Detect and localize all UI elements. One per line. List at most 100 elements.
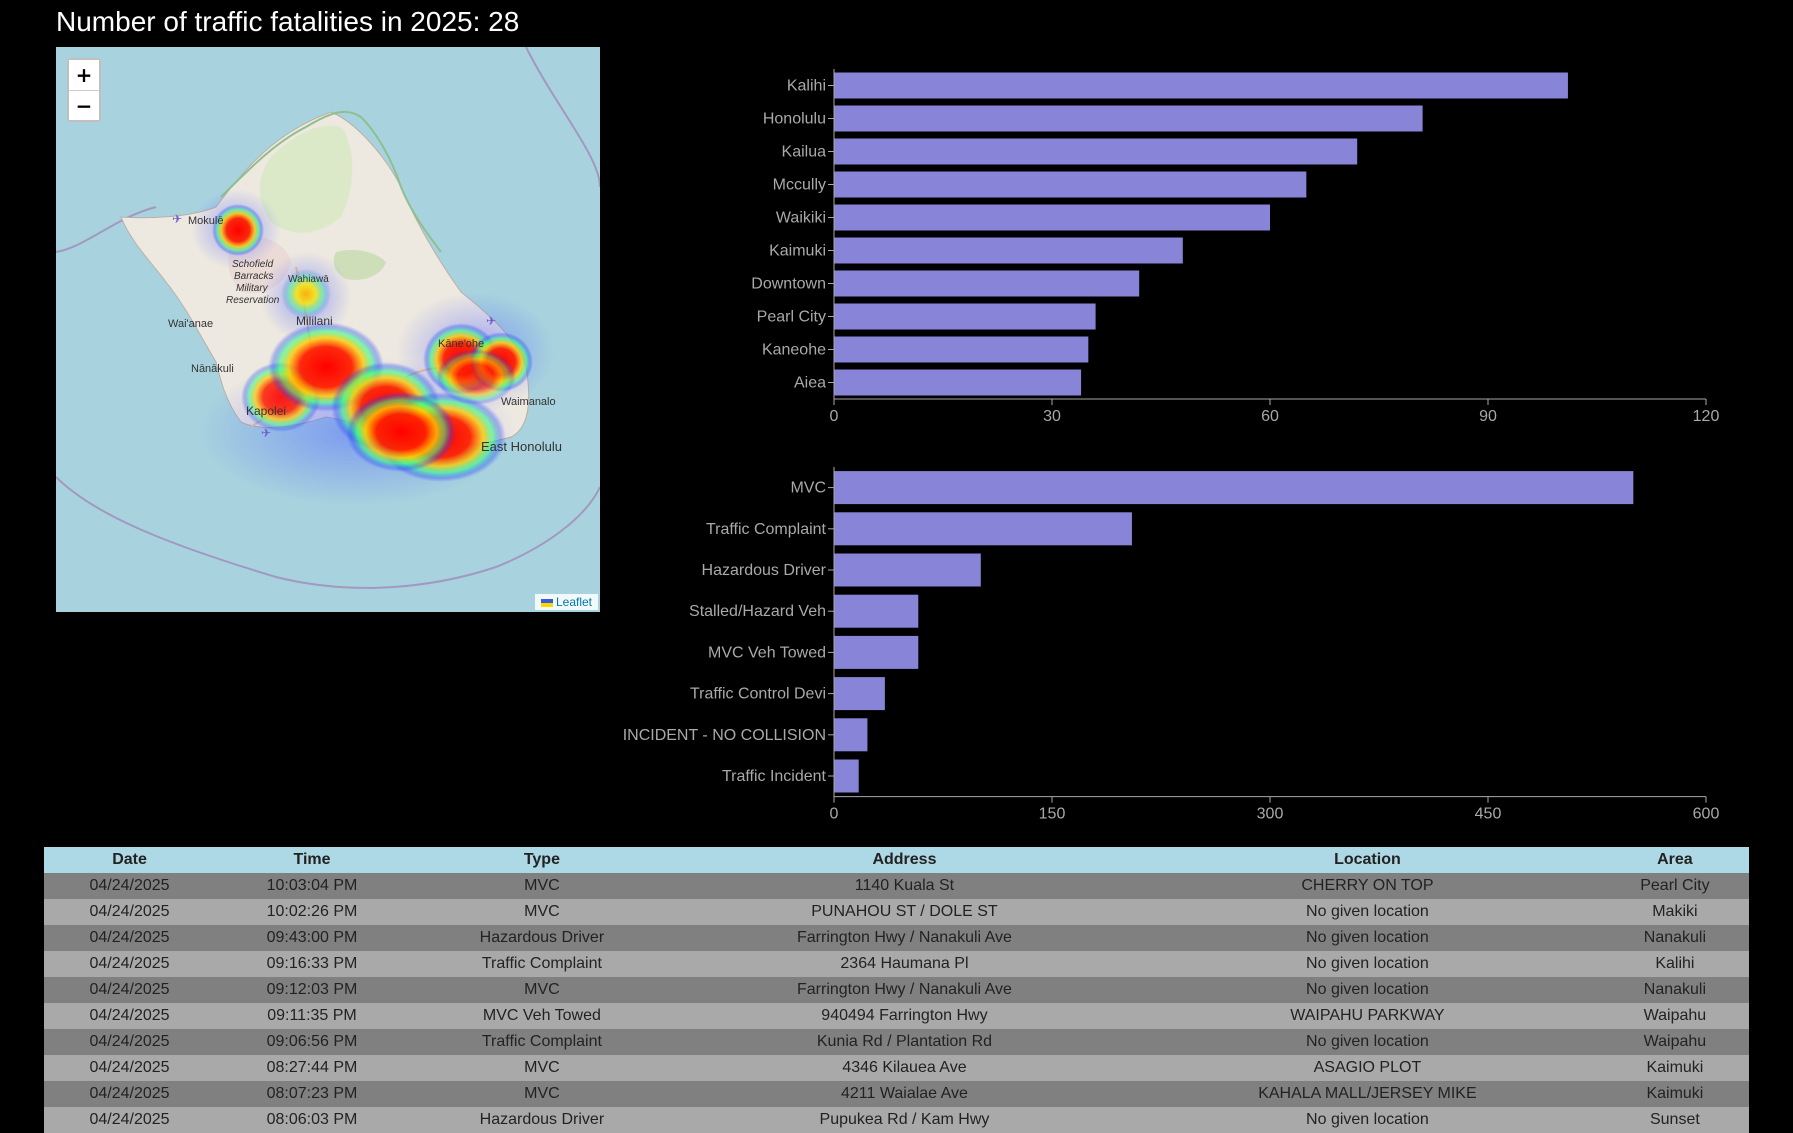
zoom-out-button[interactable]: −: [69, 90, 99, 120]
table-row[interactable]: 04/24/2025 09:43:00 PM Hazardous Driver Far…: [44, 925, 1749, 951]
table-cell-address: 4211 Waialae Ave: [674, 1081, 1135, 1107]
column-header-area[interactable]: Area: [1600, 847, 1749, 873]
table-row[interactable]: 04/24/2025 09:16:33 PM Traffic Complaint 23…: [44, 951, 1749, 977]
table-header-row: Date Time Type Address Location Area: [44, 847, 1749, 873]
table-cell-area: Nanakuli: [1600, 977, 1749, 1003]
heatmap-map[interactable]: Mokulē Schofield Barracks Military Reser…: [56, 47, 600, 612]
incidents-table-wrapper: Date Time Type Address Location Area 04/24/20…: [44, 847, 1749, 1133]
category-label: Hazardous Driver: [702, 562, 827, 579]
category-label: Waikiki: [776, 210, 826, 227]
x-tick-label: 450: [1475, 806, 1502, 823]
table-cell-time: 10:02:26 PM: [215, 899, 409, 925]
column-header-date[interactable]: Date: [44, 847, 216, 873]
category-label: Mccully: [773, 177, 826, 194]
table-cell-time: 08:27:44 PM: [215, 1055, 409, 1081]
table-cell-type: MVC Veh Towed: [408, 1003, 675, 1029]
map-label-military: Military: [236, 283, 269, 294]
map-label-waimanalo: Waimanalo: [501, 396, 556, 408]
zoom-control: + −: [67, 58, 101, 122]
category-label: Stalled/Hazard Veh: [689, 603, 826, 620]
incidents-table: Date Time Type Address Location Area 04/24/20…: [44, 847, 1749, 1133]
table-cell-area: Pearl City: [1600, 873, 1749, 899]
table-row[interactable]: 04/24/2025 08:27:44 PM MVC 4346 Kilauea Ave…: [44, 1055, 1749, 1081]
column-header-address[interactable]: Address: [674, 847, 1135, 873]
category-label: Pearl City: [757, 309, 826, 326]
bar-mvc[interactable]: [834, 471, 1634, 505]
table-cell-location: No given location: [1134, 899, 1601, 925]
table-cell-location: No given location: [1134, 951, 1601, 977]
bar-kalihi[interactable]: [834, 72, 1568, 99]
zoom-in-button[interactable]: +: [69, 60, 99, 90]
table-cell-address: Pupukea Rd / Kam Hwy: [674, 1107, 1135, 1133]
table-cell-type: Traffic Complaint: [408, 1029, 675, 1055]
bar-mvc-veh-towed[interactable]: [834, 635, 919, 669]
table-row[interactable]: 04/24/2025 10:02:26 PM MVC PUNAHOU ST / DOL…: [44, 899, 1749, 925]
table-cell-area: Waipahu: [1600, 1029, 1749, 1055]
table-row[interactable]: 04/24/2025 09:11:35 PM MVC Veh Towed 940494…: [44, 1003, 1749, 1029]
map-label-wahiawa: Wahiawā: [288, 274, 329, 285]
table-cell-type: Hazardous Driver: [408, 925, 675, 951]
table-cell-type: Traffic Complaint: [408, 951, 675, 977]
table-cell-address: 1140 Kuala St: [674, 873, 1135, 899]
map-label-waianae: Wai'anae: [168, 318, 213, 330]
table-row[interactable]: 04/24/2025 08:06:03 PM Hazardous Driver Pup…: [44, 1107, 1749, 1133]
bar-downtown[interactable]: [834, 270, 1140, 297]
map-label-east-honolulu: East Honolulu: [481, 439, 562, 454]
bar-waikiki[interactable]: [834, 204, 1270, 231]
table-row[interactable]: 04/24/2025 09:12:03 PM MVC Farrington Hwy /…: [44, 977, 1749, 1003]
category-label: Kailua: [782, 144, 827, 161]
bar-traffic-incident[interactable]: [834, 759, 859, 793]
map-label-reservation: Reservation: [226, 295, 280, 306]
x-tick-label: 90: [1479, 408, 1497, 425]
column-header-time[interactable]: Time: [215, 847, 409, 873]
table-cell-date: 04/24/2025: [44, 1055, 216, 1081]
category-label: Kaneohe: [762, 342, 826, 359]
bar-aiea[interactable]: [834, 369, 1082, 396]
category-label: Kalihi: [787, 78, 826, 95]
table-cell-address: 2364 Haumana Pl: [674, 951, 1135, 977]
table-cell-date: 04/24/2025: [44, 1029, 216, 1055]
page-title: Number of traffic fatalities in 2025: 28: [56, 6, 520, 37]
bar-traffic-complaint[interactable]: [834, 512, 1132, 546]
column-header-type[interactable]: Type: [408, 847, 675, 873]
bar-honolulu[interactable]: [834, 105, 1423, 132]
bar-stalled-hazard-veh[interactable]: [834, 594, 919, 628]
table-cell-address: Kunia Rd / Plantation Rd: [674, 1029, 1135, 1055]
category-label: MVC Veh Towed: [708, 644, 826, 661]
table-cell-date: 04/24/2025: [44, 925, 216, 951]
table-row[interactable]: 04/24/2025 10:03:04 PM MVC 1140 Kuala St CHE…: [44, 873, 1749, 899]
table-cell-date: 04/24/2025: [44, 873, 216, 899]
table-row[interactable]: 04/24/2025 09:06:56 PM Traffic Complaint Ku…: [44, 1029, 1749, 1055]
x-tick-label: 60: [1261, 408, 1279, 425]
bar-hazardous-driver[interactable]: [834, 553, 981, 587]
bar-kaimuki[interactable]: [834, 237, 1183, 264]
table-cell-area: Makiki: [1600, 899, 1749, 925]
bar-traffic-control-devi[interactable]: [834, 677, 885, 711]
leaflet-link[interactable]: Leaflet: [555, 595, 592, 609]
map-label-mokuleia: Mokulē: [188, 215, 223, 227]
heatmap-layer: [212, 204, 533, 482]
bar-kaneohe[interactable]: [834, 336, 1089, 363]
bar-mccully[interactable]: [834, 171, 1307, 198]
table-cell-location: ASAGIO PLOT: [1134, 1055, 1601, 1081]
table-cell-location: No given location: [1134, 925, 1601, 951]
bar-pearl-city[interactable]: [834, 303, 1096, 330]
table-cell-location: No given location: [1134, 977, 1601, 1003]
table-cell-time: 10:03:04 PM: [215, 873, 409, 899]
table-cell-time: 09:12:03 PM: [215, 977, 409, 1003]
table-cell-date: 04/24/2025: [44, 1081, 216, 1107]
bar-incident-no-collision[interactable]: [834, 718, 868, 752]
table-cell-location: No given location: [1134, 1029, 1601, 1055]
x-tick-label: 120: [1693, 408, 1720, 425]
category-label: INCIDENT - NO COLLISION: [623, 727, 826, 744]
table-row[interactable]: 04/24/2025 08:07:23 PM MVC 4211 Waialae Ave…: [44, 1081, 1749, 1107]
bar-kailua[interactable]: [834, 138, 1358, 165]
table-cell-area: Sunset: [1600, 1107, 1749, 1133]
map-label-nanakuli: Nānākuli: [191, 363, 234, 375]
table-cell-date: 04/24/2025: [44, 1003, 216, 1029]
map-canvas[interactable]: Mokulē Schofield Barracks Military Reser…: [56, 47, 600, 612]
airport-icon: ✈: [486, 314, 496, 328]
category-label: Traffic Complaint: [706, 521, 827, 538]
x-tick-label: 300: [1257, 806, 1284, 823]
column-header-location[interactable]: Location: [1134, 847, 1601, 873]
